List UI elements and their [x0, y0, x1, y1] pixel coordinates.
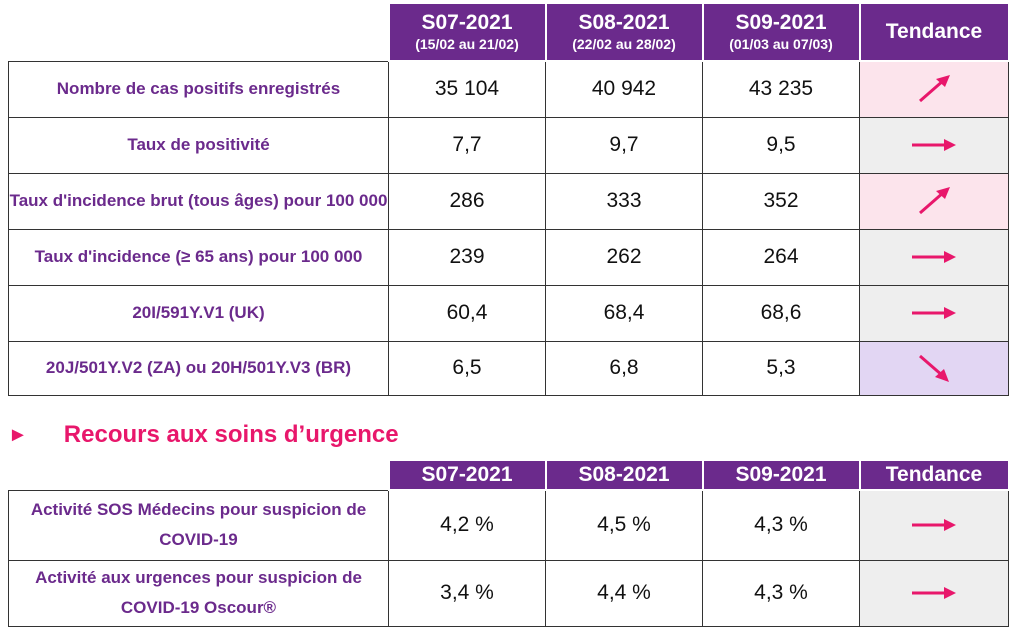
section-title: Recours aux soins d’urgence: [63, 421, 399, 448]
arrow-right-icon: [912, 307, 956, 319]
row-label: Activité aux urgences pour suspicion de …: [8, 559, 389, 627]
arrow-right-icon: [912, 139, 956, 151]
column-header-s09: S09-2021: [701, 459, 861, 491]
cell-value: 4,5 %: [545, 489, 703, 561]
trend-cell: [859, 340, 1009, 396]
trend-cell: [859, 172, 1009, 230]
row-label: Taux de positivité: [8, 116, 389, 174]
cell-value: 40 942: [545, 60, 703, 118]
emergency-care-table: S07-2021 S08-2021 S09-2021 Tendance Acti…: [8, 459, 1010, 627]
arrow-right-icon: [912, 587, 956, 599]
table-row: Taux d'incidence (≥ 65 ans) pour 100 000…: [8, 228, 1009, 286]
row-label: 20I/591Y.V1 (UK): [8, 284, 389, 342]
triangle-bullet-icon: ►: [8, 423, 28, 446]
column-header-s09: S09-2021 (01/03 au 07/03): [701, 2, 861, 62]
header-corner: [9, 3, 389, 61]
trend-cell: [859, 489, 1009, 561]
row-label: 20J/501Y.V2 (ZA) ou 20H/501Y.V3 (BR): [8, 340, 389, 396]
cell-value: 4,3 %: [702, 489, 860, 561]
table-row: Taux de positivité 7,7 9,7 9,5: [8, 116, 1009, 174]
table-row: Nombre de cas positifs enregistrés 35 10…: [8, 60, 1009, 118]
column-header-s08: S08-2021: [544, 459, 704, 491]
column-header-s07: S07-2021 (15/02 au 21/02): [387, 2, 547, 62]
cell-value: 35 104: [388, 60, 546, 118]
cell-value: 4,3 %: [702, 559, 860, 627]
cell-value: 5,3: [702, 340, 860, 396]
cell-value: 4,4 %: [545, 559, 703, 627]
cell-value: 68,4: [545, 284, 703, 342]
table-header-row: S07-2021 S08-2021 S09-2021 Tendance: [9, 459, 1010, 491]
column-header-s07: S07-2021: [387, 459, 547, 491]
header-corner: [9, 460, 389, 490]
column-header-trend: Tendance: [858, 2, 1010, 62]
column-header-s08: S08-2021 (22/02 au 28/02): [544, 2, 704, 62]
cell-value: 286: [388, 172, 546, 230]
row-label: Activité SOS Médecins pour suspicion de …: [8, 489, 389, 561]
table-row: Activité aux urgences pour suspicion de …: [8, 559, 1009, 627]
table-row: 20I/591Y.V1 (UK) 60,4 68,4 68,6: [8, 284, 1009, 342]
cell-value: 333: [545, 172, 703, 230]
cell-value: 262: [545, 228, 703, 286]
cell-value: 9,5: [702, 116, 860, 174]
cell-value: 6,8: [545, 340, 703, 396]
cell-value: 43 235: [702, 60, 860, 118]
arrow-right-icon: [912, 519, 956, 532]
cell-value: 4,2 %: [388, 489, 546, 561]
arrow-down-right-icon: [919, 354, 949, 382]
arrow-up-right-icon: [919, 187, 950, 215]
cell-value: 264: [702, 228, 860, 286]
trend-cell: [859, 559, 1009, 627]
cell-value: 352: [702, 172, 860, 230]
column-header-trend: Tendance: [858, 459, 1010, 491]
row-label: Nombre de cas positifs enregistrés: [8, 60, 389, 118]
cell-value: 3,4 %: [388, 559, 546, 627]
section-heading: ► Recours aux soins d’urgence: [8, 418, 399, 452]
indicators-table: S07-2021 (15/02 au 21/02) S08-2021 (22/0…: [8, 2, 1010, 396]
table-row: 20J/501Y.V2 (ZA) ou 20H/501Y.V3 (BR) 6,5…: [8, 340, 1009, 396]
row-label: Taux d'incidence (≥ 65 ans) pour 100 000: [8, 228, 389, 286]
arrow-right-icon: [912, 251, 956, 263]
cell-value: 9,7: [545, 116, 703, 174]
cell-value: 239: [388, 228, 546, 286]
table-row: Taux d'incidence brut (tous âges) pour 1…: [8, 172, 1009, 230]
cell-value: 60,4: [388, 284, 546, 342]
trend-cell: [859, 228, 1009, 286]
table-row: Activité SOS Médecins pour suspicion de …: [8, 489, 1009, 561]
table-header-row: S07-2021 (15/02 au 21/02) S08-2021 (22/0…: [9, 2, 1010, 62]
cell-value: 68,6: [702, 284, 860, 342]
arrow-up-right-icon: [919, 75, 950, 103]
trend-cell: [859, 60, 1009, 118]
cell-value: 7,7: [388, 116, 546, 174]
trend-cell: [859, 284, 1009, 342]
row-label: Taux d'incidence brut (tous âges) pour 1…: [8, 172, 389, 230]
cell-value: 6,5: [388, 340, 546, 396]
trend-cell: [859, 116, 1009, 174]
